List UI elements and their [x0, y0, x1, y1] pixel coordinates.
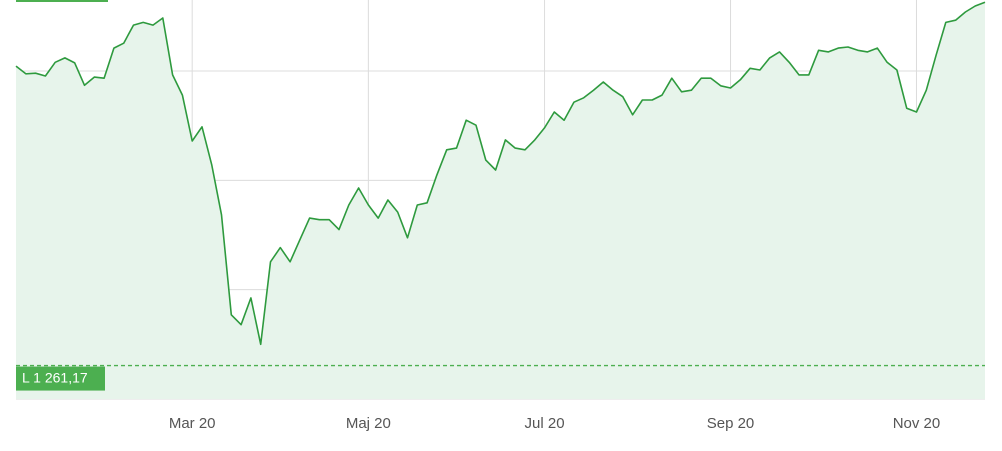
low-label-box	[16, 366, 105, 391]
x-tick-label: Nov 20	[893, 415, 941, 432]
x-tick-label: Maj 20	[346, 415, 391, 432]
area	[16, 2, 985, 399]
low-label: L 1 261,17	[22, 369, 88, 385]
line	[15, 1, 986, 346]
x-tick-label: Mar 20	[169, 415, 216, 432]
x-tick-label: Sep 20	[707, 415, 755, 432]
top-marker	[16, 0, 108, 2]
x-tick-label: Jul 20	[525, 415, 565, 432]
